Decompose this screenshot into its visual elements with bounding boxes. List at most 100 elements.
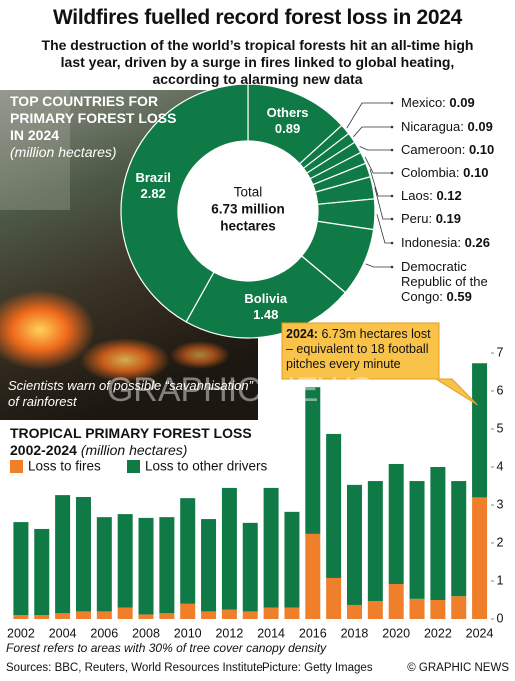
bar-segment <box>472 363 488 498</box>
leader-line <box>364 156 392 174</box>
annotation-bubble <box>281 322 478 406</box>
photo-fire <box>80 338 170 382</box>
footnote: Forest refers to areas with 30% of tree … <box>6 641 327 655</box>
bar-segment <box>221 487 237 610</box>
slice-value: 0.09 <box>449 95 475 110</box>
slice-name: Bolivia <box>244 291 287 306</box>
annotation: 2024: 6.73m hectares lost – equivalent t… <box>286 327 436 372</box>
bar-segment <box>138 614 154 619</box>
bar-heading: TROPICAL PRIMARY FOREST LOSS 2002-2024 (… <box>10 425 270 459</box>
x-tick-label: 2012 <box>215 626 243 640</box>
y-tick-label: 0 <box>497 611 504 625</box>
slice-name: Democratic Republic of the Congo: <box>401 259 488 304</box>
leader-dot <box>390 265 394 269</box>
x-tick-label: 2004 <box>49 626 77 640</box>
slice-value: 0.10 <box>468 142 495 157</box>
legend-label: Loss to fires <box>28 459 101 474</box>
y-tick-label: 5 <box>497 421 504 435</box>
annotation-text: 6.73m hectares lost – equivalent to 18 f… <box>286 327 431 371</box>
x-tick-label: 2024 <box>466 626 494 640</box>
photo-fire <box>170 341 230 369</box>
donut-center-label: Total <box>234 185 263 200</box>
subtitle: The destruction of the world’s tropical … <box>41 37 474 87</box>
copyright: © GRAPHIC NEWS <box>407 662 509 674</box>
slice-name: Peru: <box>401 211 433 226</box>
slice-name: Cameroon: <box>401 142 466 157</box>
bar-segment <box>367 481 383 602</box>
y-tick-label: 6 <box>497 383 504 397</box>
bar-segment <box>180 498 196 604</box>
slice-name: Indonesia: <box>401 235 461 250</box>
bar-segment <box>242 611 258 619</box>
bar-segment <box>263 607 279 619</box>
slice-name: Others <box>267 105 309 120</box>
bar-segment <box>409 481 425 599</box>
slice-name: Brazil <box>135 170 170 185</box>
bar-segment <box>388 584 404 619</box>
leader-dot <box>390 125 394 129</box>
x-tick-label: 2008 <box>132 626 160 640</box>
bar-segment <box>221 609 237 619</box>
slice-value: 1.48 <box>253 307 278 322</box>
donut-hole <box>178 141 318 281</box>
donut-center-label: hectares <box>220 219 276 234</box>
slice-value: 0.59 <box>446 289 472 304</box>
bar-segment <box>117 514 133 608</box>
bar-segment <box>75 497 91 612</box>
leader-dot <box>390 194 394 198</box>
bar-segment <box>430 600 446 619</box>
x-tick-label: 2010 <box>174 626 202 640</box>
slice-name: Nicaragua: <box>401 119 464 134</box>
bar-segment <box>159 613 175 619</box>
y-tick-label: 7 <box>497 345 504 359</box>
slice-label: Colombia: 0.10 <box>401 165 513 180</box>
slice-value: 0.26 <box>464 235 490 250</box>
x-tick-label: 2006 <box>90 626 118 640</box>
legend-swatch <box>127 460 140 473</box>
slice-name: Colombia: <box>401 165 460 180</box>
bar-segment <box>55 613 71 619</box>
leader-dot <box>390 148 394 152</box>
bar-segment <box>13 615 29 619</box>
bar-segment <box>180 603 196 619</box>
y-tick-label: 1 <box>497 573 504 587</box>
donut-center-label: 6.73 million <box>211 202 285 217</box>
legend-label: Loss to other drivers <box>145 459 268 474</box>
x-tick-label: 2022 <box>424 626 452 640</box>
bar-segment <box>263 487 279 608</box>
leader-dot <box>390 217 394 221</box>
bar-segment <box>117 607 133 619</box>
watermark: GRAPHIC NEWS <box>107 371 373 409</box>
y-tick-label: 3 <box>497 497 504 511</box>
slice-label: Cameroon: 0.10 <box>401 142 513 157</box>
slice-label: Mexico: 0.09 <box>401 95 513 110</box>
x-tick-label: 2018 <box>341 626 369 640</box>
leader-line <box>359 145 392 151</box>
sources: Sources: BBC, Reuters, World Resources I… <box>6 662 263 674</box>
bar-segment <box>367 601 383 619</box>
donut-subtitle: (million hectares) <box>10 144 117 160</box>
picture-credit: Picture: Getty Images <box>262 662 373 674</box>
bar-segment <box>201 519 217 612</box>
title: Wildfires fuelled record forest loss in … <box>52 6 463 29</box>
leader-line <box>346 102 392 129</box>
slice-value: 0.89 <box>275 121 300 136</box>
bar-segment <box>346 484 362 605</box>
bar-segment <box>284 607 300 619</box>
bar-subtitle: (million hectares) <box>80 442 188 458</box>
bar-segment <box>13 522 29 616</box>
leader-dot <box>390 171 394 175</box>
annotation-label: 2024: <box>286 327 318 341</box>
bar-title: TROPICAL PRIMARY FOREST LOSS 2002-2024 <box>10 425 252 458</box>
leader-line <box>374 187 392 220</box>
bar-segment <box>472 497 488 619</box>
bar-segment <box>326 577 342 619</box>
donut-heading: TOP COUNTRIES FOR PRIMARY FOREST LOSS IN… <box>10 93 180 161</box>
slice-name: Mexico: <box>401 95 446 110</box>
bar-segment <box>305 387 321 534</box>
legend-swatch <box>10 460 23 473</box>
slice-label: Indonesia: 0.26 <box>401 235 513 250</box>
slice-label: Nicaragua: 0.09 <box>401 119 513 134</box>
donut-slice <box>120 83 249 323</box>
